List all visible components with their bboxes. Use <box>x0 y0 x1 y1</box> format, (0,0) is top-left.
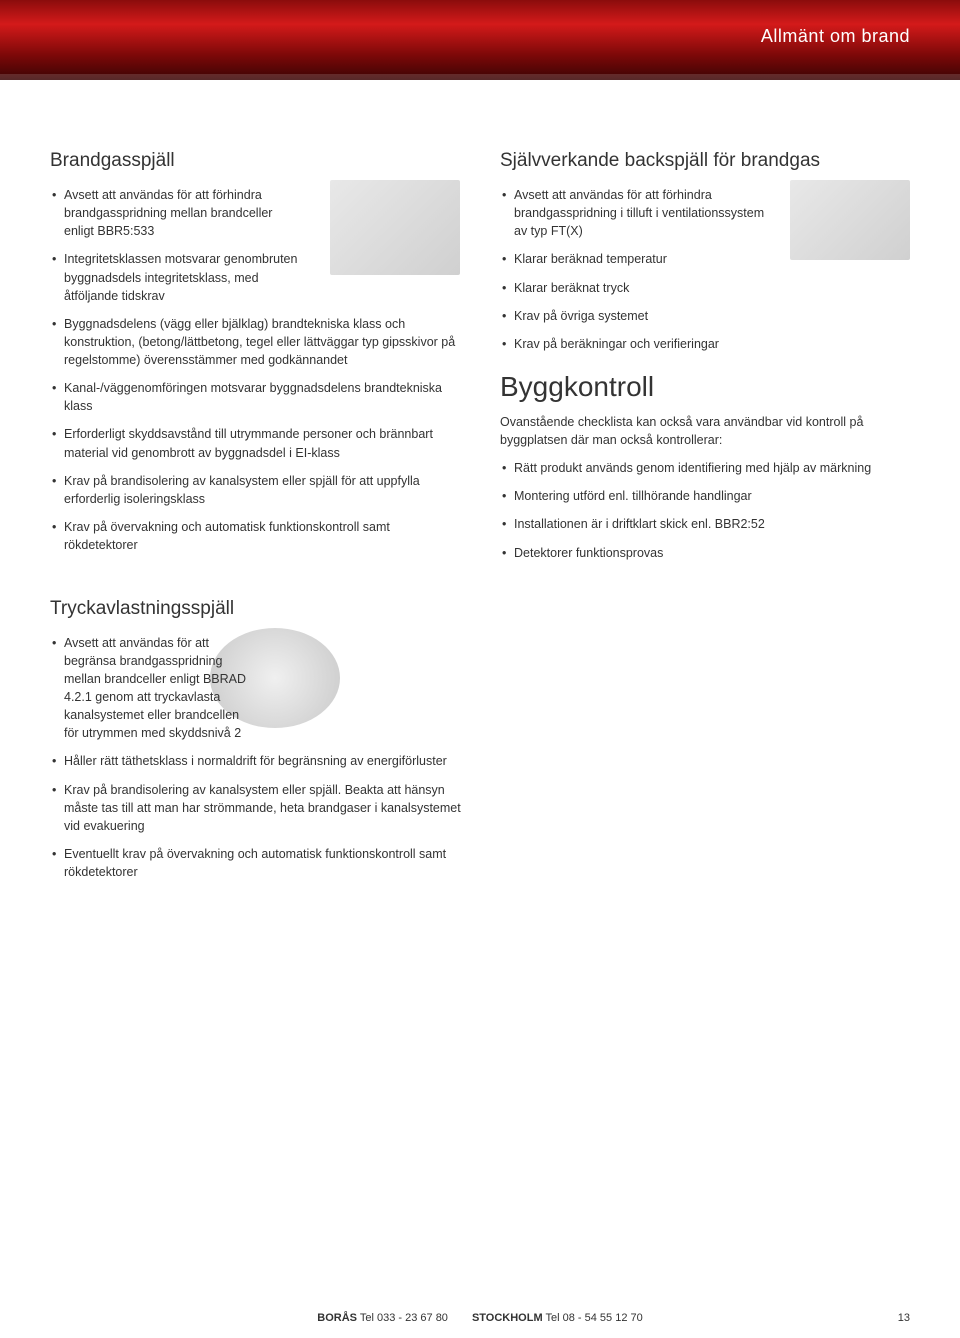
byggkontroll-intro: Ovanstående checklista kan också vara an… <box>500 413 910 449</box>
list-item: Klarar beräknat tryck <box>500 279 780 297</box>
list-item: Avsett att användas för att förhindra br… <box>50 186 305 240</box>
tryck-section: Tryckavlastningsspjäll Avsett att använd… <box>0 598 620 882</box>
byggkontroll-title: Byggkontroll <box>500 371 910 403</box>
list-item: Detektorer funktionsprovas <box>500 544 910 562</box>
list-item: Krav på brandisolering av kanalsystem el… <box>50 472 460 508</box>
list-item: Klarar beräknad temperatur <box>500 250 780 268</box>
footer-stockholm: STOCKHOLM Tel 08 - 54 55 12 70 <box>472 1312 643 1324</box>
list-item: Byggnadsdelens (vägg eller bjälklag) bra… <box>50 315 460 369</box>
list-item: Krav på brandisolering av kanalsystem el… <box>50 781 470 835</box>
list-item: Krav på övervakning och automatisk funkt… <box>50 518 460 554</box>
footer-sthlm-tel: Tel 08 - 54 55 12 70 <box>545 1312 642 1324</box>
header-banner: Allmänt om brand <box>0 0 960 80</box>
list-item: Krav på beräkningar och verifieringar <box>500 335 910 353</box>
left-title: Brandgasspjäll <box>50 150 460 172</box>
list-item: Rätt produkt används genom identifiering… <box>500 459 910 477</box>
left-list: Byggnadsdelens (vägg eller bjälklag) bra… <box>50 315 460 554</box>
right-column: Självverkande backspjäll för brandgas Av… <box>500 150 910 572</box>
list-item: Eventuellt krav på övervakning och autom… <box>50 845 470 881</box>
footer-boras: BORÅS Tel 033 - 23 67 80 <box>317 1312 448 1324</box>
left-column: Brandgasspjäll Avsett att användas för a… <box>50 150 460 572</box>
banner-title: Allmänt om brand <box>761 26 910 47</box>
main-content: Brandgasspjäll Avsett att användas för a… <box>0 80 960 572</box>
list-item: Integritetsklassen motsvarar genombruten… <box>50 250 305 304</box>
list-item: Håller rätt täthetsklass i normaldrift f… <box>50 752 470 770</box>
footer-boras-tel: Tel 033 - 23 67 80 <box>360 1312 448 1324</box>
list-item: Montering utförd enl. tillhörande handli… <box>500 487 910 505</box>
tryck-title: Tryckavlastningsspjäll <box>50 598 570 620</box>
list-item: Erforderligt skyddsavstånd till utrymman… <box>50 425 460 461</box>
right-list: Krav på beräkningar och verifieringar <box>500 335 910 353</box>
page-number: 13 <box>898 1312 910 1324</box>
list-item: Installationen är i driftklart skick enl… <box>500 515 910 533</box>
footer-sthlm-label: STOCKHOLM <box>472 1312 543 1324</box>
right-title: Självverkande backspjäll för brandgas <box>500 150 910 172</box>
list-item: Avsett att användas för att förhindra br… <box>500 186 780 240</box>
footer-boras-label: BORÅS <box>317 1312 357 1324</box>
footer: BORÅS Tel 033 - 23 67 80 STOCKHOLM Tel 0… <box>0 1312 960 1324</box>
list-item: Avsett att användas för att begränsa bra… <box>50 634 250 743</box>
tryck-list: Håller rätt täthetsklass i normaldrift f… <box>50 752 470 881</box>
banner-stripe <box>0 74 960 80</box>
list-item: Kanal-/väggenomföringen motsvarar byggna… <box>50 379 460 415</box>
byggkontroll-list: Rätt produkt används genom identifiering… <box>500 459 910 562</box>
product-image-backspjall <box>790 180 910 260</box>
product-image-brandgasspjall <box>330 180 460 275</box>
list-item: Krav på övriga systemet <box>500 307 780 325</box>
